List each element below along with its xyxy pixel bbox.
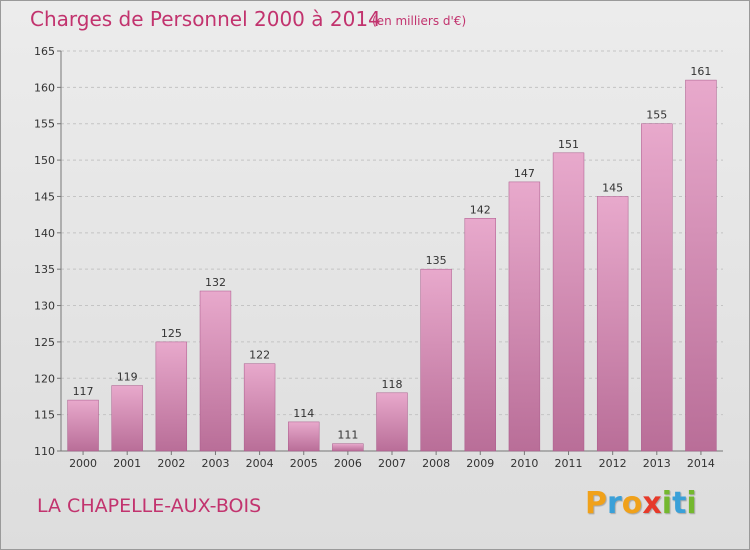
x-tick-label: 2007 (378, 457, 406, 470)
x-tick-label: 2011 (555, 457, 583, 470)
bar-2013 (641, 123, 673, 452)
x-tick-label: 2008 (422, 457, 450, 470)
x-tick-label: 2000 (69, 457, 97, 470)
bar-2005 (288, 421, 320, 452)
y-tick-label: 135 (34, 263, 55, 276)
data-label-2013: 155 (646, 109, 667, 122)
data-labels: 117 119 125 132 122 114 111 118 135 142 147 151 145 1… (73, 65, 712, 442)
chart-title: Charges de Personnel 2000 à 2014 (30, 7, 381, 31)
x-tick-label: 2002 (157, 457, 185, 470)
bar-2010 (508, 181, 541, 452)
bar-2011 (552, 152, 585, 452)
y-tick-label: 115 (34, 409, 55, 422)
chart-subtitle: (en milliers d'€) (372, 14, 467, 28)
location-name: LA CHAPELLE-AUX-BOIS (37, 495, 262, 517)
data-label-2009: 142 (470, 203, 491, 216)
y-tick-label: 160 (34, 81, 55, 94)
x-tick-label: 2009 (466, 457, 494, 470)
proxiti-logo[interactable]: Proxiti (585, 486, 697, 521)
x-tick-label: 2012 (599, 457, 627, 470)
data-label-2002: 125 (161, 327, 182, 340)
y-tick-label: 145 (34, 190, 55, 203)
bars (67, 79, 717, 452)
data-label-2007: 118 (382, 378, 403, 391)
y-tick-label: 110 (34, 445, 55, 458)
bar-2009 (464, 218, 496, 452)
logo-letter: r (607, 486, 622, 521)
x-tick-label: 2006 (334, 457, 362, 470)
bar-2014 (685, 79, 717, 452)
data-label-2005: 114 (293, 407, 314, 420)
bar-2008 (420, 268, 452, 452)
bar-2001 (111, 385, 143, 452)
logo-letter: x (642, 486, 662, 521)
data-label-2000: 117 (73, 385, 94, 398)
x-tick-label: 2010 (510, 457, 538, 470)
y-tick-label: 130 (34, 300, 55, 313)
logo-letter: i (661, 486, 673, 521)
data-label-2008: 135 (426, 254, 447, 267)
bar-2012 (596, 196, 629, 452)
logo-letter: i (686, 486, 697, 521)
bar-2003 (199, 290, 232, 452)
x-tick-label: 2003 (201, 457, 229, 470)
data-label-2012: 145 (602, 181, 623, 194)
x-tick-label: 2005 (290, 457, 318, 470)
logo-letter: o (621, 486, 643, 521)
y-tick-label: 150 (34, 154, 55, 167)
data-label-2004: 122 (249, 349, 270, 362)
x-tick-label: 2004 (246, 457, 274, 470)
bar-2000 (67, 399, 99, 452)
x-tick-label: 2013 (643, 457, 671, 470)
data-label-2014: 161 (690, 65, 711, 78)
data-label-2001: 119 (117, 371, 138, 384)
x-tick-label: 2001 (113, 457, 141, 470)
y-tick-label: 120 (34, 372, 55, 385)
bar-2006 (332, 443, 364, 452)
logo-letter: P (585, 486, 607, 521)
data-label-2011: 151 (558, 138, 579, 151)
bar-2004 (243, 363, 276, 452)
y-tick-label: 165 (34, 45, 55, 58)
axes: 110 115 120 125 130 135 140 145 150 155 160 165 2000… (34, 45, 723, 470)
data-label-2010: 147 (514, 167, 535, 180)
y-tick-label: 125 (34, 336, 55, 349)
data-label-2003: 132 (205, 276, 226, 289)
data-label-2006: 111 (337, 429, 358, 442)
y-tick-label: 155 (34, 118, 55, 131)
logo-letter: t (672, 486, 687, 521)
x-tick-label: 2014 (687, 457, 715, 470)
bar-2002 (155, 341, 188, 452)
bar-2007 (376, 392, 408, 452)
y-tick-label: 140 (34, 227, 55, 240)
